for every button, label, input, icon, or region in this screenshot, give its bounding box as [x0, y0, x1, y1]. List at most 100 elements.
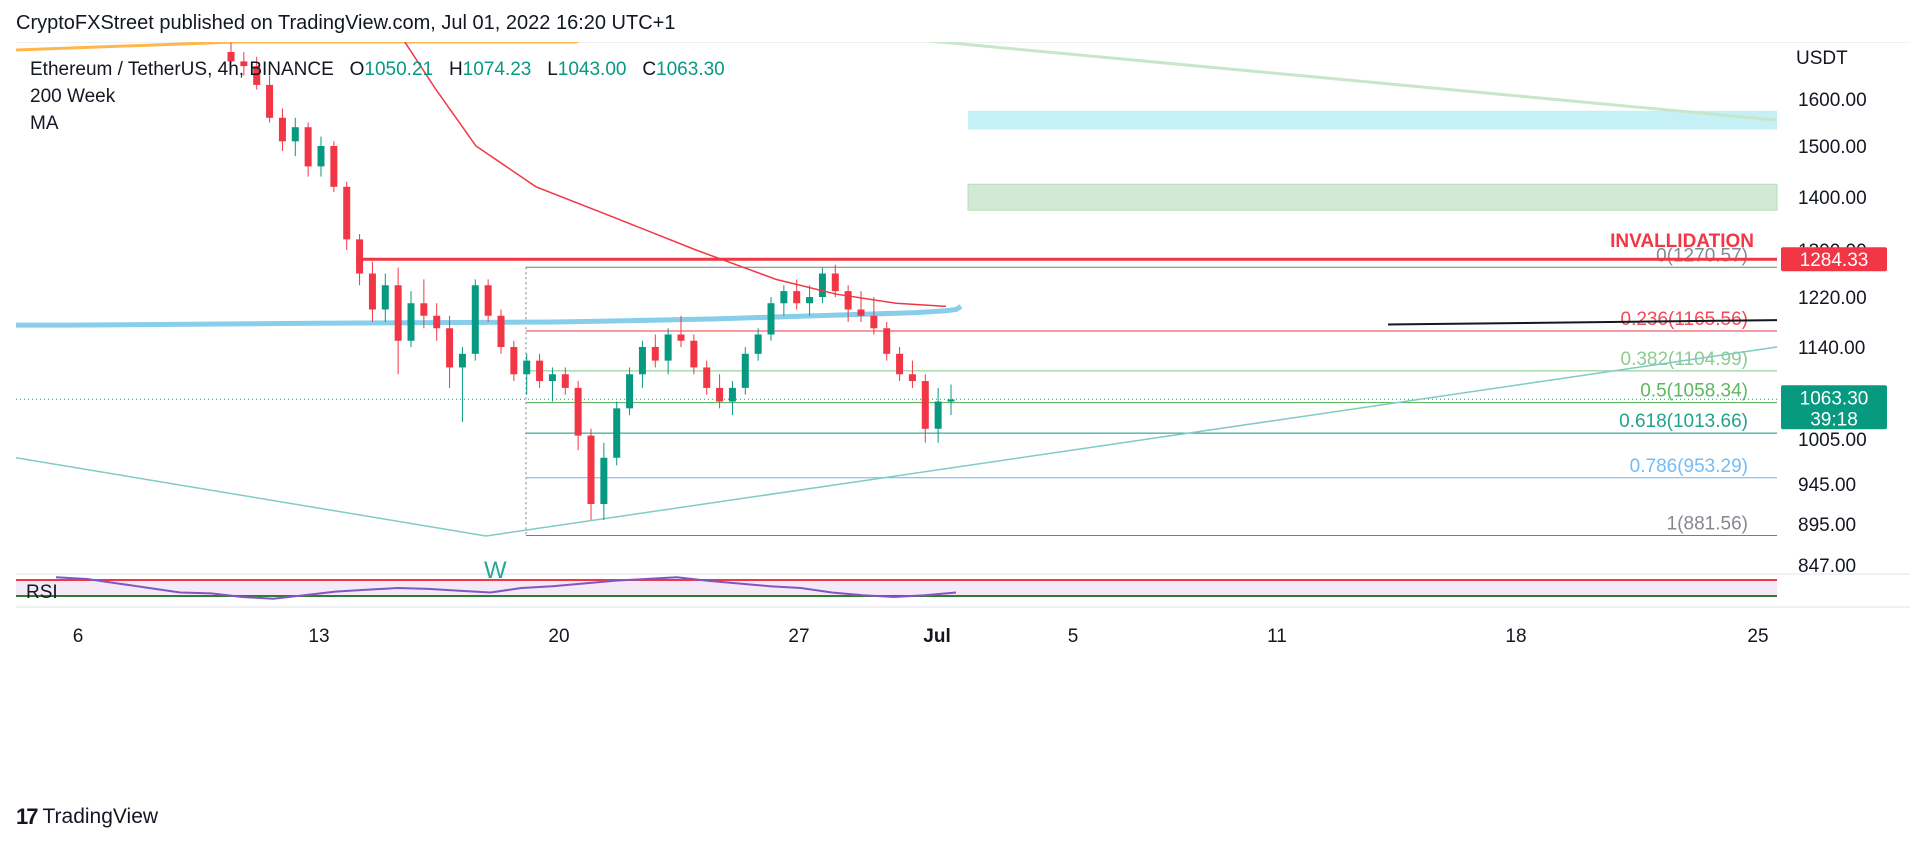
legend-close: 1063.30 [656, 59, 725, 80]
price-chart[interactable]: 0(1270.57)0.236(1165.56)0.382(1104.99)0.… [16, 42, 1910, 742]
candle-body-50 [870, 315, 878, 329]
green-resistance-zone [967, 183, 1778, 211]
last-price-text: 1063.30 [1800, 388, 1869, 409]
candle-body-45 [806, 297, 814, 304]
candle-body-12 [381, 285, 389, 310]
candle-body-18 [458, 353, 466, 368]
fib-label-5: 0.786(953.29) [1630, 456, 1748, 477]
w-pattern-label: W [484, 557, 507, 584]
fib-label-1: 0.236(1165.56) [1621, 309, 1748, 330]
candle-body-17 [446, 328, 454, 368]
candle-body-6 [304, 127, 312, 167]
w-left-leg [16, 457, 487, 537]
fib-label-6: 1(881.56) [1667, 513, 1748, 534]
y-tick-7: 945.00 [1798, 475, 1856, 496]
published-line: CryptoFXStreet published on TradingView.… [16, 12, 676, 34]
candle-body-16 [433, 315, 441, 329]
rsi-label: RSI [26, 582, 58, 603]
x-tick-6: 11 [1267, 626, 1287, 647]
legend-indicator-line2: MA [30, 113, 59, 134]
candle-body-30 [613, 408, 621, 458]
y-tick-6: 1005.00 [1798, 430, 1867, 451]
cyan-resistance-zone [968, 110, 1777, 130]
candle-body-53 [908, 374, 916, 382]
candle-body-47 [831, 273, 839, 292]
candle-body-0 [227, 52, 235, 62]
candle-body-38 [716, 387, 724, 402]
black-trend-line [1387, 319, 1778, 326]
candle-body-27 [574, 387, 582, 436]
y-tick-9: 847.00 [1798, 556, 1856, 577]
candle-body-7 [317, 146, 325, 167]
fib-label-3: 0.5(1058.34) [1640, 381, 1748, 402]
candle-body-43 [780, 291, 788, 304]
countdown-text: 39:18 [1810, 409, 1858, 430]
chart-frame[interactable]: 0(1270.57) 0.236(1165.56) 0.382(1104.99) 0.… [16, 42, 1910, 742]
candle-body-3 [266, 84, 274, 118]
candle-body-51 [883, 328, 891, 354]
x-tick-0: 6 [73, 626, 84, 647]
invalidation-label: INVALLIDATION [1610, 231, 1754, 252]
candle-body-39 [728, 387, 736, 402]
candle-body-55 [934, 401, 942, 429]
candle-body-14 [407, 303, 415, 341]
candle-body-49 [857, 309, 865, 316]
candle-body-4 [278, 117, 286, 142]
candle-body-35 [677, 334, 685, 341]
candle-body-11 [368, 273, 376, 310]
legend-high: 1074.23 [462, 59, 532, 80]
x-tick-1: 13 [308, 626, 329, 647]
candle-body-28 [587, 435, 595, 504]
candle-body-23 [523, 360, 531, 375]
candle-body-48 [844, 291, 852, 310]
x-tick-4: Jul [923, 626, 950, 647]
legend-symbol: Ethereum / TetherUS, 4h, BINANCE [30, 59, 334, 80]
legend-open-label: O [349, 59, 365, 80]
candle-body-44 [793, 291, 801, 304]
rsi-band [16, 580, 1777, 596]
legend-low: 1043.00 [557, 59, 627, 80]
candle-body-1 [240, 61, 248, 67]
candle-body-31 [626, 374, 634, 409]
legend-close-label: C [642, 59, 657, 80]
chart-legend: Ethereum / TetherUS, 4h, BINANCE O1050.2… [30, 56, 725, 137]
long-trend-line [924, 42, 1778, 122]
candle-body-20 [484, 285, 492, 316]
invalidation-price-text: 1284.33 [1800, 250, 1869, 271]
candle-body-33 [651, 347, 659, 361]
candle-body-21 [497, 315, 505, 347]
legend-ohlc: Ethereum / TetherUS, 4h, BINANCE O1050.2… [30, 56, 725, 83]
candle-body-22 [510, 347, 518, 375]
w-right-leg [485, 346, 1778, 537]
candle-body-40 [741, 353, 749, 388]
candle-body-5 [291, 127, 299, 142]
ma200-line [403, 42, 947, 308]
fib-label-0: 0(1270.57) [1656, 245, 1748, 266]
y-tick-0: 1600.00 [1798, 90, 1867, 111]
y-tick-4: 1220.00 [1798, 288, 1867, 309]
legend-indicator-line1: 200 Week [30, 86, 116, 107]
candle-body-42 [767, 303, 775, 335]
candle-body-54 [921, 381, 929, 429]
axis-unit: USDT [1796, 48, 1848, 69]
candle-body-19 [471, 285, 479, 354]
tradingview-logo-icon: 17 [16, 804, 39, 829]
tradingview-logo[interactable]: 17 TradingView [16, 804, 158, 830]
last-price-tag [1781, 385, 1887, 430]
candle-body-13 [394, 285, 402, 341]
x-tick-5: 5 [1068, 626, 1079, 647]
rsi-line [55, 576, 957, 600]
candle-body-41 [754, 334, 762, 354]
candle-body-2 [253, 66, 261, 85]
candle-body-8 [330, 146, 338, 187]
candle-body-29 [600, 457, 608, 504]
candle-body-24 [536, 360, 544, 382]
y-tick-8: 895.00 [1798, 515, 1856, 536]
legend-high-label: H [448, 59, 463, 80]
candle-body-46 [818, 273, 826, 297]
x-tick-8: 25 [1747, 626, 1768, 647]
y-tick-5: 1140.00 [1798, 338, 1865, 359]
x-tick-7: 18 [1505, 626, 1526, 647]
y-tick-1: 1500.00 [1798, 137, 1867, 158]
y-tick-2: 1400.00 [1798, 188, 1867, 209]
